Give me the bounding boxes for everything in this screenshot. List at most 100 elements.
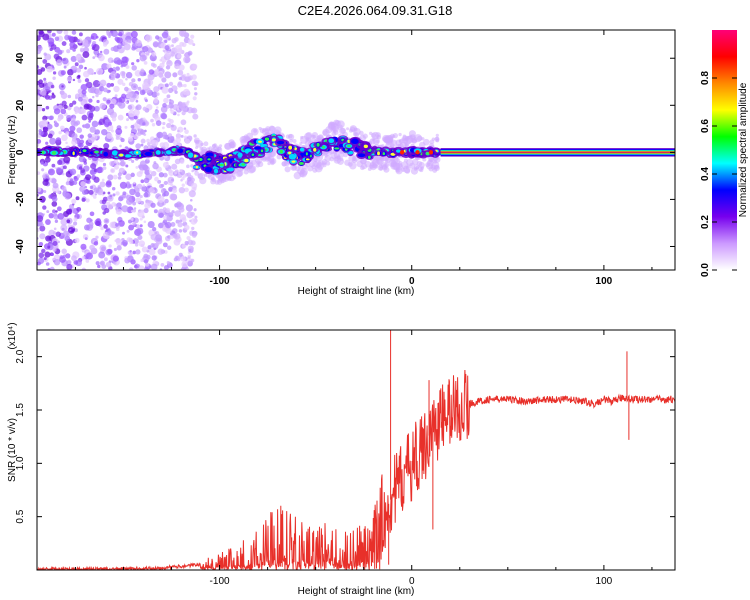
noise-point (117, 162, 121, 166)
noise-point (178, 229, 183, 233)
noise-point (80, 181, 86, 187)
noise-point (107, 203, 113, 210)
noise-point (111, 59, 114, 63)
noise-point (78, 155, 86, 163)
noise-point (43, 52, 47, 56)
noise-point (42, 174, 46, 179)
noise-point (89, 105, 96, 112)
noise-point (61, 85, 64, 88)
noise-point (157, 248, 164, 255)
noise-point (133, 115, 138, 120)
noise-point (147, 142, 151, 146)
noise-point (164, 39, 168, 44)
noise-point (90, 86, 97, 94)
noise-point (143, 253, 149, 259)
noise-point (70, 120, 77, 126)
noise-point (94, 105, 100, 112)
noise-point (115, 208, 122, 215)
noise-point (131, 159, 135, 163)
noise-point (44, 251, 51, 258)
trace-core-blob (377, 151, 380, 156)
noise-point (162, 141, 170, 149)
noise-point (50, 44, 57, 50)
trace-core-blob (271, 138, 276, 142)
noise-point (138, 240, 146, 247)
noise-point (179, 219, 183, 223)
noise-point (98, 118, 106, 126)
noise-point (141, 246, 148, 253)
trace-core-blob (195, 165, 199, 169)
trace-core-blob (291, 160, 296, 163)
noise-point (137, 78, 142, 82)
noise-point (101, 128, 108, 136)
noise-point (163, 97, 169, 104)
noise-point (89, 126, 96, 133)
noise-point (143, 208, 149, 214)
noise-point (46, 123, 53, 130)
noise-point (63, 65, 67, 69)
noise-point (102, 166, 107, 170)
noise-point (48, 229, 56, 237)
noise-point (60, 92, 68, 99)
noise-point (95, 261, 100, 266)
haze-point (414, 164, 420, 170)
noise-point (86, 217, 92, 224)
hot-point (428, 150, 434, 155)
noise-point (88, 112, 94, 119)
noise-point (134, 243, 139, 247)
noise-point (176, 133, 181, 139)
spectrogram-panel: -100 0 100 -40 -20 0 20 40 Height of straight li… (7, 29, 676, 297)
noise-point (184, 241, 189, 246)
noise-point (52, 247, 57, 252)
noise-point (112, 174, 118, 180)
noise-point (131, 209, 134, 213)
noise-point (119, 144, 122, 148)
noise-point (171, 37, 177, 44)
noise-point (142, 82, 150, 90)
noise-point (80, 168, 85, 174)
noise-point (66, 76, 73, 82)
noise-point (123, 43, 131, 51)
noise-point (57, 159, 63, 165)
y-tick-label: -20 (15, 192, 26, 207)
noise-point (63, 104, 68, 109)
noise-point (151, 139, 159, 147)
noise-point (60, 218, 68, 226)
noise-point (165, 221, 172, 229)
noise-point (191, 169, 194, 173)
noise-point (168, 212, 174, 218)
noise-point (147, 185, 151, 189)
noise-point (147, 245, 152, 250)
noise-point (54, 219, 59, 223)
haze-point (290, 163, 298, 171)
noise-point (168, 81, 174, 87)
noise-point (73, 217, 78, 222)
noise-point (135, 165, 139, 169)
noise-point (110, 98, 117, 105)
noise-point (142, 45, 149, 53)
haze-point (216, 148, 220, 152)
noise-point (189, 198, 193, 202)
noise-point (192, 96, 197, 101)
noise-point (131, 83, 138, 91)
noise-point (140, 143, 144, 147)
haze-point (336, 155, 341, 160)
noise-point (136, 39, 140, 42)
trace-core-blob (298, 161, 304, 165)
noise-point (183, 224, 190, 231)
noise-point (38, 252, 45, 259)
haze-point (203, 141, 209, 147)
noise-point (171, 178, 174, 182)
noise-point (146, 156, 150, 161)
trace-core-blob (309, 154, 312, 158)
noise-point (120, 64, 124, 68)
trace-core-blob (322, 145, 325, 149)
noise-point (44, 156, 51, 163)
noise-point (49, 137, 57, 145)
noise-point (157, 195, 165, 203)
noise-point (168, 168, 173, 174)
noise-point (162, 161, 169, 168)
noise-point (120, 138, 125, 143)
noise-point (184, 187, 189, 193)
x-tick-label: 100 (596, 276, 613, 287)
